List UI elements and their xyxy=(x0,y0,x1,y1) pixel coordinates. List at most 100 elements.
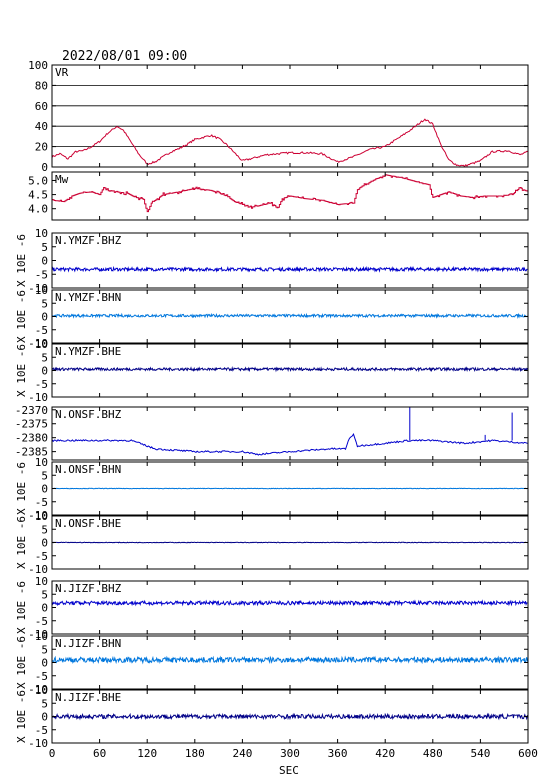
series-n_jizf_bhe xyxy=(52,714,527,718)
xtick-label-10: 600 xyxy=(518,747,538,760)
series-mw xyxy=(52,175,528,212)
ytick-label-n_onsf_bhn-1: -5 xyxy=(35,496,48,509)
ytick-label-n_onsf_bhe-2: 0 xyxy=(41,537,48,550)
series-n_onsf_bhe xyxy=(52,542,527,543)
ytick-label-n_ymzf_bhe-3: 5 xyxy=(41,351,48,364)
panel-vr: 0 20 40 60 80 100 VR xyxy=(28,59,528,174)
ytick-label-vr-5: 100 xyxy=(28,59,48,72)
ytick-label-mw-2: 5.0 xyxy=(28,174,48,187)
channel-label-n_ymzf_bhn: N.YMZF.BHN xyxy=(55,291,121,304)
y-unit-label-n_jizf_bhe: X 10E -6 xyxy=(15,690,28,743)
ytick-label-n_jizf_bhn-4: 10 xyxy=(35,630,48,643)
ytick-label-vr-2: 40 xyxy=(35,120,48,133)
ytick-label-n_ymzf_bhn-4: 10 xyxy=(35,284,48,297)
xtick-label-7: 420 xyxy=(375,747,395,760)
panel-n_onsf_bhz: -2385-2380-2375-2370 N.ONSF.BHZ xyxy=(15,404,528,460)
panel-mw: 4.04.5 5.0 Mw xyxy=(28,172,528,220)
y-unit-label-n_ymzf_bhn: X 10E -6 xyxy=(15,290,28,343)
ytick-label-vr-0: 0 xyxy=(41,161,48,174)
ytick-label-n_ymzf_bhe-4: 10 xyxy=(35,338,48,351)
xtick-label-1: 60 xyxy=(93,747,106,760)
ytick-label-n_jizf_bhz-4: 10 xyxy=(35,575,48,588)
channel-label-n_onsf_bhe: N.ONSF.BHE xyxy=(55,517,121,530)
ytick-label-n_ymzf_bhn-3: 5 xyxy=(41,297,48,310)
series-n_jizf_bhz xyxy=(52,601,527,605)
ytick-label-n_jizf_bhz-3: 5 xyxy=(41,588,48,601)
ytick-label-n_jizf_bhe-3: 5 xyxy=(41,697,48,710)
ytick-label-n_ymzf_bhz-2: 0 xyxy=(41,255,48,268)
panel-n_onsf_bhn: -10-50510N.ONSF.BHNX 10E -6 xyxy=(15,456,528,522)
y-unit-label-n_ymzf_bhe: X 10E -6 xyxy=(15,344,28,397)
xtick-label-9: 540 xyxy=(470,747,490,760)
panel-n_jizf_bhn: -10-50510N.JIZF.BHNX 10E -6 xyxy=(15,630,528,696)
ytick-label-n_ymzf_bhz-3: 5 xyxy=(41,241,48,254)
channel-label-n_jizf_bhn: N.JIZF.BHN xyxy=(55,637,121,650)
ytick-label-n_ymzf_bhe-1: -5 xyxy=(35,378,48,391)
channel-label-n_jizf_bhe: N.JIZF.BHE xyxy=(55,691,121,704)
ytick-label-n_ymzf_bhz-4: 10 xyxy=(35,227,48,240)
frame-n_ymzf_bhz xyxy=(52,233,528,288)
ytick-label-n_onsf_bhn-4: 10 xyxy=(35,456,48,469)
panel-n_ymzf_bhn: -10-50510N.YMZF.BHNX 10E -6 xyxy=(15,284,528,350)
ytick-label-n_onsf_bhn-2: 0 xyxy=(41,483,48,496)
ytick-label-mw-0: 4.0 xyxy=(28,203,48,216)
channel-label-vr: VR xyxy=(55,66,69,79)
series-n_ymzf_bhz xyxy=(52,268,527,271)
ytick-label-vr-3: 60 xyxy=(35,100,48,113)
channel-label-n_ymzf_bhe: N.YMZF.BHE xyxy=(55,345,121,358)
ytick-label-n_jizf_bhz-2: 0 xyxy=(41,602,48,615)
ytick-label-n_onsf_bhz-2: -2375 xyxy=(15,418,48,431)
ytick-label-n_onsf_bhz-1: -2380 xyxy=(15,432,48,445)
ytick-label-n_jizf_bhn-2: 0 xyxy=(41,657,48,670)
series-n_ymzf_bhe xyxy=(52,368,527,371)
ytick-label-n_ymzf_bhz-1: -5 xyxy=(35,268,48,281)
ytick-label-n_onsf_bhz-3: -2370 xyxy=(15,404,48,417)
ytick-label-n_jizf_bhz-1: -5 xyxy=(35,615,48,628)
y-unit-label-n_jizf_bhn: X 10E -6 xyxy=(15,636,28,689)
xtick-label-5: 300 xyxy=(280,747,300,760)
ytick-label-n_jizf_bhe-2: 0 xyxy=(41,711,48,724)
xtick-label-4: 240 xyxy=(232,747,252,760)
ytick-label-mw-1: 4.5 xyxy=(28,189,48,202)
channel-label-n_onsf_bhn: N.ONSF.BHN xyxy=(55,463,121,476)
xtick-label-3: 180 xyxy=(185,747,205,760)
series-n_ymzf_bhn xyxy=(52,314,527,317)
panel-n_ymzf_bhe: -10-50510 N.YMZF.BHE X 10E -6 xyxy=(15,338,528,404)
channel-label-n_onsf_bhz: N.ONSF.BHZ xyxy=(55,408,122,421)
x-axis-label: SEC xyxy=(279,764,299,777)
y-unit-label-n_onsf_bhn: X 10E -6 xyxy=(15,462,28,515)
channel-label-n_ymzf_bhz: N.YMZF.BHZ xyxy=(55,234,122,247)
ytick-label-n_jizf_bhn-1: -5 xyxy=(35,670,48,683)
xtick-label-0: 0 xyxy=(49,747,56,760)
ytick-label-vr-4: 80 xyxy=(35,79,48,92)
ytick-label-n_jizf_bhe-0: -10 xyxy=(28,737,48,750)
y-unit-label-n_jizf_bhz: X 10E -6 xyxy=(15,581,28,634)
channel-label-mw: Mw xyxy=(55,173,69,186)
series-n_jizf_bhn xyxy=(52,657,527,662)
panel-n_jizf_bhz: -10-50510N.JIZF.BHZX 10E -6 xyxy=(15,575,528,641)
ytick-label-n_onsf_bhe-3: 5 xyxy=(41,523,48,536)
ytick-label-n_onsf_bhn-3: 5 xyxy=(41,469,48,482)
xtick-label-6: 360 xyxy=(328,747,348,760)
channel-label-n_jizf_bhz: N.JIZF.BHZ xyxy=(55,582,122,595)
y-unit-label-n_ymzf_bhz: X 10E -6 xyxy=(15,234,28,287)
panel-n_ymzf_bhz: -10-50510N.YMZF.BHZX 10E -6 xyxy=(15,227,528,295)
ytick-label-n_jizf_bhe-1: -5 xyxy=(35,724,48,737)
ytick-label-n_onsf_bhe-4: 10 xyxy=(35,510,48,523)
series-n_onsf_bhz xyxy=(52,434,528,455)
ytick-label-n_ymzf_bhn-2: 0 xyxy=(41,311,48,324)
ytick-label-n_onsf_bhe-1: -5 xyxy=(35,550,48,563)
ytick-label-n_ymzf_bhn-1: -5 xyxy=(35,324,48,337)
y-unit-label-n_onsf_bhe: X 10E -6 xyxy=(15,516,28,569)
panel-n_jizf_bhe: -10-50510 N.JIZF.BHE X 10E -6 xyxy=(15,684,528,750)
ytick-label-n_ymzf_bhe-2: 0 xyxy=(41,365,48,378)
ytick-label-n_jizf_bhn-3: 5 xyxy=(41,643,48,656)
panel-n_onsf_bhe: -10-50510N.ONSF.BHEX 10E -6 xyxy=(15,510,528,576)
ytick-label-vr-1: 20 xyxy=(35,141,48,154)
ytick-label-n_jizf_bhe-4: 10 xyxy=(35,684,48,697)
frame-n_jizf_bhz xyxy=(52,581,528,634)
ytick-label-n_ymzf_bhe-0: -10 xyxy=(28,391,48,404)
xtick-label-2: 120 xyxy=(137,747,157,760)
xtick-label-8: 480 xyxy=(423,747,443,760)
